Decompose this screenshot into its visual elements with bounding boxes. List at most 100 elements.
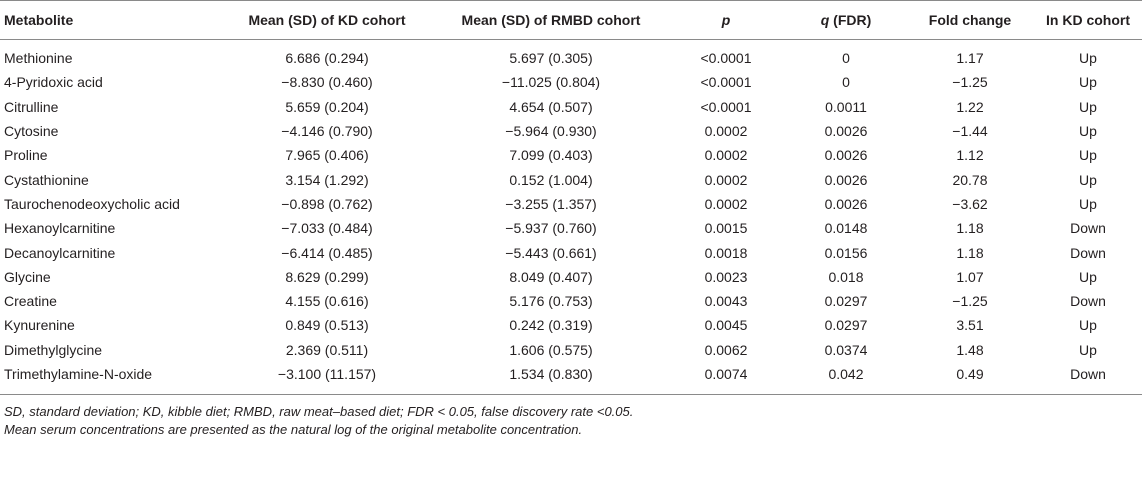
table-row: Decanoylcarnitine −6.414 (0.485) −5.443 (0… [0,240,1142,264]
table-row: Dimethylglycine 2.369 (0.511) 1.606 (0.575… [0,338,1142,362]
metabolite-cell: Hexanoylcarnitine [4,220,116,237]
metabolite-table: Metabolite Mean (SD) of KD cohort Mean (… [0,0,1142,396]
q-value-cell: 0 [842,74,850,91]
header-label: In KD cohort [1046,12,1130,28]
header-metabolite: Metabolite [0,0,218,40]
kd-mean-cell: 4.155 (0.616) [285,293,369,310]
footnote-abbreviations: SD, standard deviation; KD, kibble diet;… [4,404,634,420]
q-value-cell: 0.042 [786,361,906,396]
rmbd-mean-cell: 0.152 (1.004) [509,171,593,188]
direction-cell: Up [1079,171,1097,188]
kd-mean-cell: −4.146 (0.790) [281,123,373,140]
fold-change-cell: 1.22 [956,98,984,115]
metabolite-cell: Decanoylcarnitine [4,244,116,261]
metabolite-cell: Methionine [4,50,73,67]
kd-mean-cell: 0.849 (0.513) [285,317,369,334]
q-value-cell: 0.0148 [824,220,868,237]
kd-mean-cell: 8.629 (0.299) [285,268,369,285]
header-label: p [721,12,731,28]
q-value-cell: 0.018 [828,268,864,285]
kd-mean-cell: −3.100 (11.157) [218,361,436,396]
header-label: Mean (SD) of KD cohort [248,12,406,28]
p-value-cell: 0.0018 [704,244,748,261]
rmbd-mean-cell: 5.176 (0.753) [509,293,593,310]
table-row: Cystathionine 3.154 (1.292) 0.152 (1.004) 0… [0,167,1142,191]
header-label: q [820,12,830,28]
q-value-cell: 0.0026 [824,147,868,164]
p-value-cell: 0.0002 [704,123,748,140]
fold-change-cell: 1.18 [956,220,984,237]
metabolite-cell: Citrulline [4,98,59,115]
q-value-cell: 0.0011 [825,98,867,115]
rmbd-mean-cell: 4.654 (0.507) [509,98,593,115]
header-label: Fold change [928,12,1012,28]
metabolite-cell: 4-Pyridoxic acid [4,74,103,91]
table-body: Methionine 6.686 (0.294) 5.697 (0.305) <0.0… [0,40,1142,396]
direction-cell: Up [1079,341,1097,358]
p-value-cell: 0.0002 [704,195,748,212]
kd-mean-cell: 3.154 (1.292) [285,171,369,188]
header-row: Metabolite Mean (SD) of KD cohort Mean (… [0,0,1142,40]
rmbd-mean-cell: −11.025 (0.804) [501,74,601,91]
metabolite-cell: Taurochenodeoxycholic acid [4,195,180,212]
header-p: p [666,0,786,40]
header-label-suffix: (FDR) [829,12,872,28]
metabolite-cell: Kynurenine [4,317,75,334]
p-value-cell: 0.0023 [704,268,748,285]
kd-mean-cell: 2.369 (0.511) [285,341,369,358]
fold-change-cell: 1.12 [956,147,984,164]
metabolite-cell: Cystathionine [4,171,89,188]
fold-change-cell: −1.25 [952,74,988,91]
table-header: Metabolite Mean (SD) of KD cohort Mean (… [0,0,1142,40]
direction-cell: Down [1034,361,1142,396]
p-value-cell: 0.0002 [704,147,748,164]
kd-mean-cell: 5.659 (0.204) [285,98,369,115]
fold-change-cell: 1.07 [956,268,984,285]
p-value-cell: 0.0015 [704,220,748,237]
direction-cell: Up [1079,98,1097,115]
fold-change-cell: −3.62 [952,195,988,212]
q-value-cell: 0.0297 [824,293,868,310]
rmbd-mean-cell: −5.443 (0.661) [505,244,597,261]
header-rmbd-mean: Mean (SD) of RMBD cohort [436,0,666,40]
metabolite-cell: Dimethylglycine [4,341,103,358]
q-value-cell: 0.0374 [824,341,868,358]
header-label: Mean (SD) of RMBD cohort [461,12,641,28]
table-row: Citrulline 5.659 (0.204) 4.654 (0.507) <0.0… [0,95,1142,119]
metabolite-cell: Proline [4,147,48,164]
q-value-cell: 0.0026 [824,195,868,212]
kd-mean-cell: −7.033 (0.484) [281,220,373,237]
rmbd-mean-cell: 5.697 (0.305) [509,50,593,67]
header-direction: In KD cohort [1034,0,1142,40]
p-value-cell: 0.0062 [704,341,748,358]
table-row: 4-Pyridoxic acid −8.830 (0.460) −11.025 (0… [0,70,1142,94]
p-value-cell: <0.0001 [700,50,752,67]
direction-cell: Down [1070,244,1106,261]
q-value-cell: 0.0026 [824,171,868,188]
q-value-cell: 0 [842,50,850,67]
fold-change-cell: 3.51 [956,317,984,334]
direction-cell: Up [1079,317,1097,334]
table-row: Taurochenodeoxycholic acid −0.898 (0.762)… [0,192,1142,216]
fold-change-cell: −1.44 [952,123,988,140]
fold-change-cell: 1.48 [956,341,984,358]
table-row: Cytosine −4.146 (0.790) −5.964 (0.930) 0.00… [0,119,1142,143]
fold-change-cell: 1.18 [956,244,984,261]
rmbd-mean-cell: 1.534 (0.830) [436,361,666,396]
p-value-cell: <0.0001 [700,98,752,115]
kd-mean-cell: −0.898 (0.762) [281,195,373,212]
p-value-cell: 0.0002 [704,171,748,188]
fold-change-cell: −1.25 [952,293,988,310]
kd-mean-cell: −6.414 (0.485) [281,244,373,261]
fold-change-cell: 20.78 [952,171,988,188]
fold-change-cell: 1.17 [956,50,984,67]
table-row: Proline 7.965 (0.406) 7.099 (0.403) 0.0002 0… [0,143,1142,167]
metabolite-cell: Glycine [4,268,51,285]
fold-change-cell: 0.49 [906,361,1034,396]
p-value-cell: <0.0001 [700,74,752,91]
direction-cell: Down [1070,220,1106,237]
header-q-fdr: q (FDR) [786,0,906,40]
direction-cell: Up [1079,268,1097,285]
table-row: Creatine 4.155 (0.616) 5.176 (0.753) 0.0043… [0,289,1142,313]
